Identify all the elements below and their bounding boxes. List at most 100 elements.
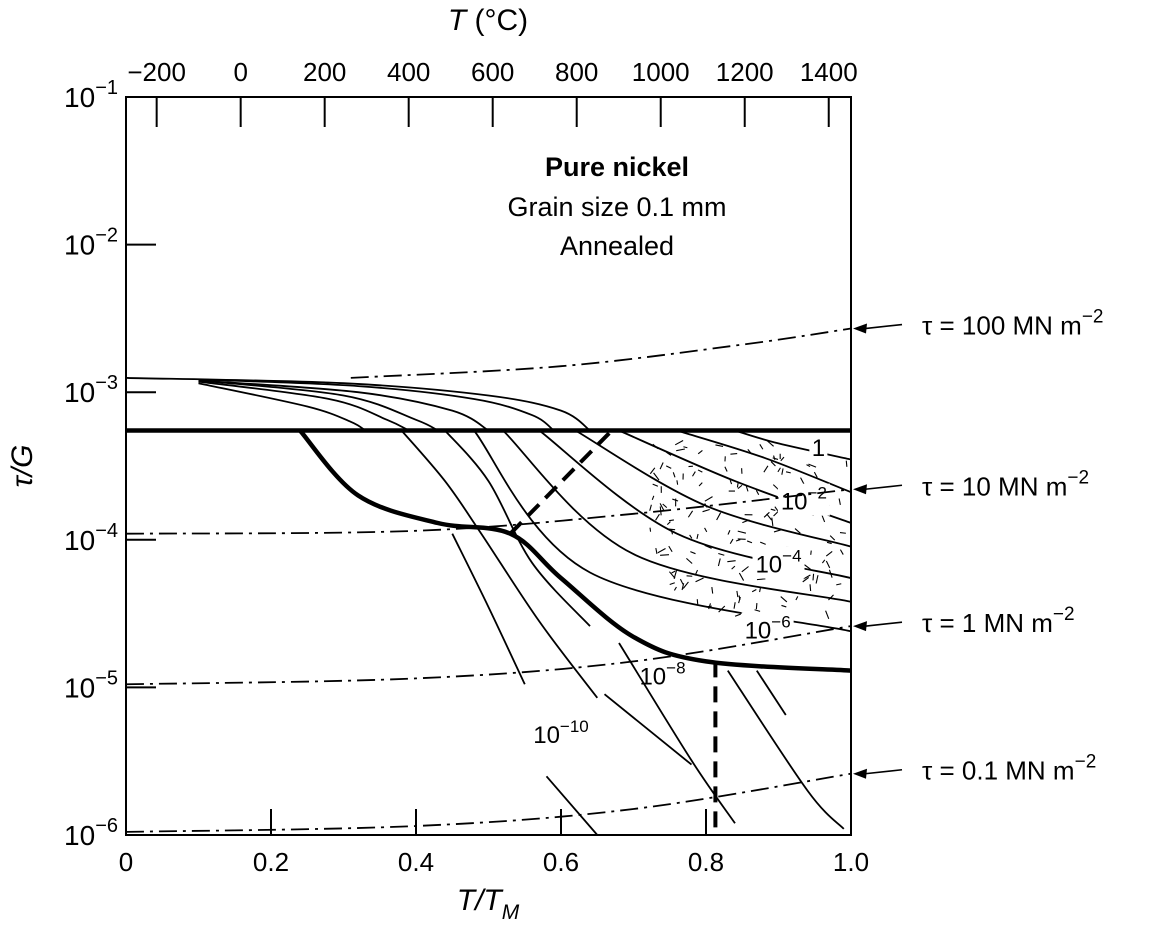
strain-rate-line-20 [756, 670, 787, 716]
x-axis-label-main: T/T [457, 884, 505, 917]
y-tick-label-1-exp: −5 [95, 667, 118, 689]
stipple-dash-143 [829, 535, 836, 541]
strain-rate-label-14: 10−10 [533, 717, 589, 749]
stipple-dash-53 [689, 534, 693, 539]
y-tick-label-3-base: 10 [64, 377, 95, 408]
y-tick-label-4-exp: −2 [95, 225, 118, 247]
stress-line-2 [125, 625, 852, 686]
stipple-dash-135 [845, 460, 848, 467]
stipple-dash-137 [697, 469, 703, 473]
strain-rate-label-6-base: 1 [812, 435, 825, 462]
strain-rate-label-13-exp: −8 [666, 658, 685, 677]
strain-rate-label-12-base: 10 [745, 617, 772, 644]
y-tick-label-4-base: 10 [64, 230, 95, 261]
strain-rate-label-12-exp: −6 [771, 612, 790, 631]
top-tick-label-3: 400 [387, 57, 430, 87]
x-axis-label: T/TM [457, 884, 520, 924]
strain-rate-line-10 [538, 429, 852, 579]
stipple-dash-94 [754, 609, 761, 612]
strain-rate-label-8: 10−2 [781, 484, 827, 516]
stress-label-2: τ = 1 MN m−2 [922, 604, 1075, 638]
stress-arrow-head-3 [853, 768, 867, 779]
strain-rate-label-12: 10−6 [745, 612, 791, 644]
stipple-dash-82 [696, 533, 699, 540]
stipple-dash-146 [717, 558, 721, 567]
top-tick-label-5: 800 [555, 57, 598, 87]
stipple-dash-10 [679, 578, 684, 585]
stipple-dash-131 [800, 477, 805, 485]
stipple-dash-151 [781, 604, 787, 608]
strain-rate-label-bg-8 [777, 483, 830, 516]
stipple-dash-13 [763, 511, 770, 518]
stipple-dash-42 [755, 603, 758, 610]
stipple-dash-57 [813, 471, 818, 478]
y-tick-label-4: 10−2 [64, 225, 118, 261]
stipple-dash-87 [674, 440, 684, 446]
stipple-dash-84 [649, 527, 652, 532]
strain-rate-line-4 [198, 380, 410, 432]
stipple-dash-44 [773, 529, 782, 533]
stipple-dash-86 [727, 560, 736, 563]
stress-label-0-exp: −2 [1082, 307, 1104, 328]
stippled-region [649, 440, 848, 626]
stipple-dash-107 [731, 565, 736, 570]
stress-arrow-line-2 [864, 621, 903, 627]
stress-label-3-exp: −2 [1075, 752, 1097, 773]
y-tick-label-5: 10−1 [64, 77, 118, 113]
y-tick-label-3-exp: −3 [95, 372, 118, 394]
stress-label-2-exp: −2 [1053, 604, 1075, 625]
strain-rate-label-8-exp: −2 [808, 484, 827, 503]
y-tick-label-5-base: 10 [64, 82, 95, 113]
stipple-dash-103 [666, 521, 671, 526]
stipple-dash-98 [825, 560, 831, 569]
stipple-dash-144 [659, 462, 664, 470]
stipple-dash-72 [839, 549, 844, 555]
stipple-dash-61 [735, 539, 741, 542]
stipple-dash-100 [771, 517, 774, 526]
strain-rate-line-5 [198, 382, 366, 432]
stipple-dash-75 [770, 508, 776, 511]
stress-contours: τ = 100 MN m−2τ = 10 MN m−2τ = 1 MN m−2τ… [125, 307, 1104, 833]
stipple-dash-74 [812, 573, 815, 581]
top-axis-label-var: T [448, 4, 469, 37]
stipple-dash-54 [839, 532, 846, 534]
axes: 0 0.2 0.4 0.6 0.8 1.010−610−510−410−310−210−1… [64, 57, 869, 877]
top-axis-label-unit: (°C) [466, 4, 528, 37]
chart-subtitle-line-1: Grain size 0.1 mm [507, 192, 726, 222]
chart-title: Pure nickel [545, 152, 689, 182]
stipple-dash-66 [825, 610, 830, 619]
strain-rate-line-17 [603, 693, 693, 766]
stipple-dash-46 [741, 566, 749, 573]
stress-arrow-head-0 [853, 323, 867, 334]
stress-line-3 [125, 772, 852, 833]
x-tick-label-0: 0 [119, 847, 133, 877]
stipple-dash-130 [704, 496, 713, 502]
strain-rate-label-8-base: 10 [781, 489, 808, 516]
stipple-dash-138 [704, 527, 708, 533]
x-tick-label-2: 0.4 [398, 847, 434, 877]
stipple-dash-161 [716, 512, 722, 521]
stipple-dash-19 [695, 577, 704, 583]
stress-label-1-base: τ = 10 MN m [922, 471, 1067, 501]
strain-rate-line-2 [198, 379, 489, 432]
stipple-dash-127 [692, 471, 696, 477]
stipple-dash-37 [738, 572, 745, 581]
x-tick-label-1: 0.2 [253, 847, 289, 877]
x-tick-label-3: 0.6 [543, 847, 579, 877]
top-tick-label-2: 200 [303, 57, 346, 87]
stress-line-1 [125, 488, 852, 535]
strain-rate-label-6: 1 [812, 435, 825, 462]
stipple-dash-63 [671, 570, 676, 574]
stipple-dash-150 [697, 449, 703, 455]
solid-boundary-1 [298, 428, 852, 673]
top-tick-label-8: 1400 [800, 57, 858, 87]
stipple-dash-60 [715, 444, 724, 447]
stipple-dash-45 [734, 613, 741, 617]
stipple-dash-22 [687, 510, 694, 518]
stress-arrow-head-2 [853, 621, 867, 632]
x-tick-label-5: 1.0 [833, 847, 869, 877]
stipple-dash-89 [651, 495, 655, 500]
stipple-dash-88 [815, 575, 819, 584]
stress-label-3-base: τ = 0.1 MN m [922, 756, 1075, 786]
